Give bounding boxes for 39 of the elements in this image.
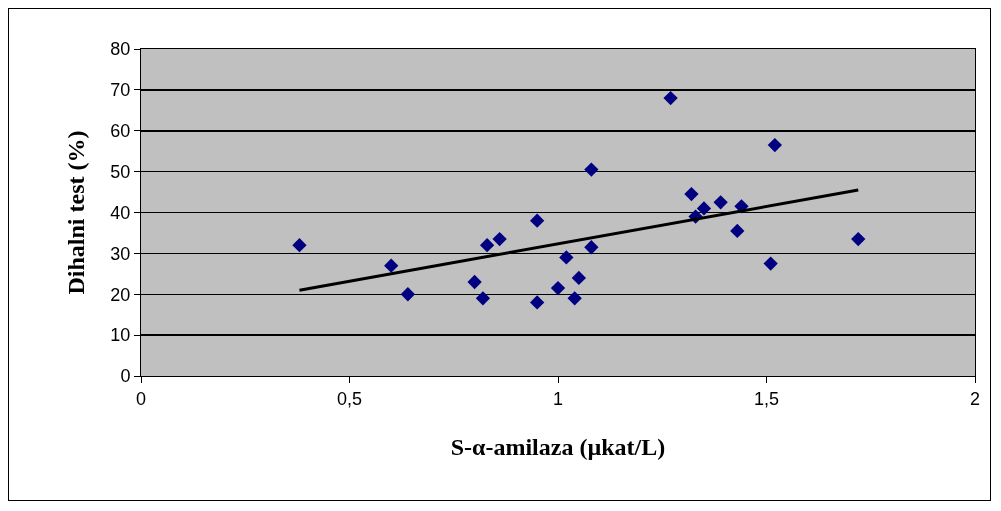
point — [663, 90, 678, 106]
x-tick-label: 1 — [552, 388, 564, 409]
point — [584, 162, 599, 177]
y-tick-label: 70 — [110, 80, 131, 101]
point — [851, 231, 866, 247]
y-tick-label: 50 — [110, 161, 131, 182]
point — [584, 240, 599, 255]
y-tick-label: 30 — [110, 243, 131, 264]
y-tick-label: 60 — [110, 121, 131, 142]
x-tick-label: 0 — [135, 388, 147, 409]
y-tick-label: 40 — [110, 202, 131, 223]
point — [384, 258, 399, 273]
point — [767, 137, 782, 153]
y-tick-label: 10 — [110, 325, 131, 346]
point — [467, 274, 482, 290]
point — [530, 213, 545, 228]
point — [567, 291, 582, 306]
point — [492, 231, 507, 247]
point — [684, 186, 699, 202]
point — [530, 295, 545, 310]
point — [400, 287, 416, 302]
y-tick-label: 80 — [110, 39, 131, 60]
point — [475, 291, 491, 306]
point — [713, 195, 728, 210]
y-tick-label: 0 — [120, 366, 131, 387]
point — [479, 238, 495, 253]
point — [571, 270, 586, 286]
y-axis-title: Dihalni test (%) — [63, 130, 90, 295]
x-tick-label: 0,5 — [336, 388, 363, 409]
point — [730, 223, 745, 239]
x-tick-label: 2 — [969, 388, 981, 409]
point — [550, 280, 566, 296]
x-axis-title: S-α-amilaza (µkat/L) — [450, 433, 666, 460]
point — [559, 250, 574, 265]
point — [763, 256, 778, 271]
point — [696, 201, 712, 216]
point — [292, 238, 307, 253]
x-tick-label: 1,5 — [753, 388, 780, 409]
y-tick-label: 20 — [110, 284, 131, 305]
